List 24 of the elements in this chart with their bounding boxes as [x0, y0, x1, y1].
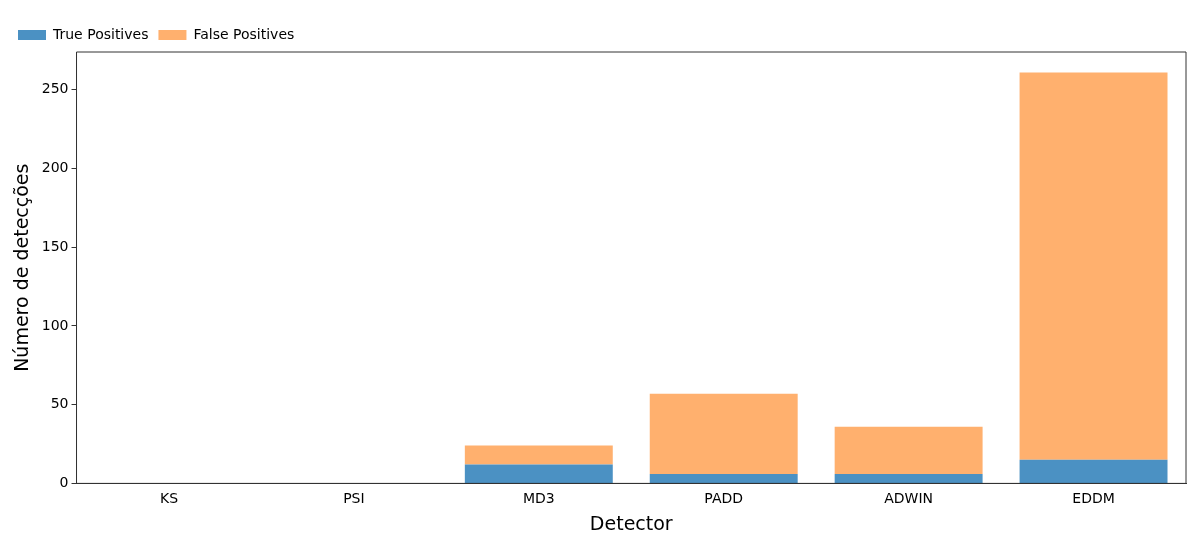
bar: [464, 445, 613, 465]
y-tick-label: 200: [41, 159, 69, 176]
y-tick-label: 0: [59, 474, 69, 491]
x-tick-label: PSI: [343, 490, 365, 507]
y-tick-label: 50: [50, 395, 69, 412]
legend-label: False Positives: [193, 25, 295, 42]
bar: [649, 393, 798, 474]
x-tick-label: MD3: [522, 490, 555, 507]
bar: [1019, 459, 1168, 483]
bar: [834, 473, 983, 483]
bar: [834, 426, 983, 474]
bar: [464, 464, 613, 483]
x-axis-title: Detector: [589, 511, 673, 534]
y-tick-label: 150: [41, 237, 69, 254]
bar: [1019, 72, 1168, 460]
y-tick-label: 100: [41, 316, 69, 333]
y-tick-label: 250: [41, 80, 69, 97]
legend-label: True Positives: [52, 25, 149, 42]
x-tick-label: KS: [159, 490, 179, 507]
x-tick-label: PADD: [704, 490, 744, 507]
x-tick-label: ADWIN: [884, 490, 934, 507]
x-tick-label: EDDM: [1072, 490, 1115, 507]
y-axis-title: Número de detecções: [10, 163, 33, 372]
bar: [649, 473, 798, 483]
